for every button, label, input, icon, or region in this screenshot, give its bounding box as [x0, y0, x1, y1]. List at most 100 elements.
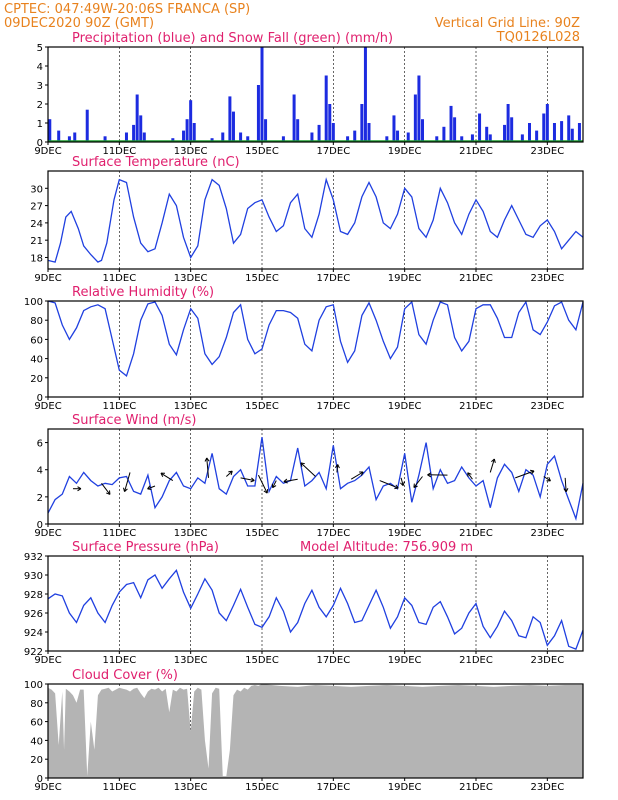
y-tick-label: 2	[37, 100, 43, 111]
x-tick-label: 13DEC	[174, 401, 208, 412]
x-tick-label: 21DEC	[459, 401, 493, 412]
y-tick-label: 18	[30, 253, 43, 264]
precip-bar	[85, 109, 89, 142]
panel-title: Surface Wind (m/s)	[72, 413, 196, 428]
x-tick-label: 11DEC	[102, 401, 136, 412]
precip-bar	[228, 96, 232, 142]
precip-bar	[567, 115, 571, 142]
precip-bar	[142, 132, 146, 142]
x-tick-label: 9DEC	[34, 655, 61, 666]
y-tick-label: 0	[37, 138, 43, 149]
x-tick-label: 17DEC	[316, 528, 350, 539]
wind-arrow-head	[427, 472, 432, 478]
precip-bar	[560, 121, 564, 142]
precip-bar	[281, 136, 285, 142]
panel-rh: 0 20 40 60 80 100 9DEC 11DEC 13DEC 15DEC 17DEC 19DE…	[24, 285, 584, 412]
wind-arrow-head	[563, 488, 569, 493]
y-tick-label: 100	[24, 680, 43, 691]
y-tick-label: 922	[24, 647, 43, 658]
x-tick-label: 15DEC	[245, 782, 279, 793]
x-tick-label: 13DEC	[174, 782, 208, 793]
x-tick-label: 21DEC	[459, 782, 493, 793]
y-tick-label: 5	[37, 43, 43, 54]
panel-frame	[47, 300, 584, 398]
precip-bar	[488, 134, 492, 142]
x-tick-label: 23DEC	[530, 273, 564, 284]
wind-arrow	[379, 480, 399, 489]
precip-bar	[503, 124, 507, 142]
precip-bar	[363, 47, 367, 142]
precip-bar	[103, 136, 107, 142]
precip-bar	[478, 113, 482, 142]
panel-title: Cloud Cover (%)	[72, 668, 178, 683]
y-tick-label: 1	[37, 119, 43, 130]
x-tick-label: 11DEC	[102, 655, 136, 666]
x-tick-label: 23DEC	[530, 528, 564, 539]
panel-wind: 0 2 4 6 9DEC 11DEC 13DEC 15DEC 17DEC 19DEC 21DEC 23…	[34, 413, 584, 539]
precip-bar	[324, 75, 328, 142]
wind-arrow-head	[394, 484, 399, 490]
precip-bar	[460, 136, 464, 142]
wind-arrow-head	[467, 472, 472, 477]
precip-bar	[124, 132, 128, 142]
y-tick-label: 30	[30, 184, 43, 195]
x-tick-label: 21DEC	[459, 146, 493, 157]
x-tick-label: 11DEC	[102, 528, 136, 539]
panel-cloud: 0 20 40 60 80 100 9DEC 11DEC 13DEC 15DEC 17DEC 19DE…	[24, 668, 584, 793]
precip-bar	[421, 119, 424, 142]
precip-bar	[231, 111, 235, 142]
precip-bar	[577, 123, 581, 142]
wind-arrow-head	[147, 485, 152, 491]
precip-bar	[413, 94, 417, 142]
x-tick-label: 15DEC	[245, 655, 279, 666]
precip-bar	[367, 123, 371, 142]
precip-bar	[545, 104, 549, 142]
panel-frame	[47, 46, 584, 143]
x-tick-label: 21DEC	[459, 528, 493, 539]
precip-bar	[417, 75, 421, 142]
wind-arrow-head	[106, 490, 111, 495]
series-line-pres	[47, 568, 584, 650]
wind-arrow	[350, 471, 364, 480]
wind-arrow-head	[300, 462, 305, 467]
x-tick-label: 13DEC	[174, 655, 208, 666]
panel-title: Surface Pressure (hPa)	[72, 540, 219, 555]
precip-bar	[246, 136, 250, 142]
precip-bar	[435, 136, 439, 142]
x-tick-label: 17DEC	[316, 655, 350, 666]
wind-arrow-head	[160, 472, 165, 477]
y-tick-label: 4	[37, 466, 43, 477]
wind-arrow-head	[546, 477, 551, 482]
series-line-temp	[47, 177, 584, 263]
precip-bar	[260, 47, 264, 142]
y-tick-label: 4	[37, 62, 43, 73]
y-tick-label: 0	[37, 774, 43, 785]
panel-title: Precipitation (blue) and Snow Fall (gree…	[72, 31, 393, 46]
precip-bar	[453, 117, 457, 142]
precip-bar	[135, 94, 139, 142]
y-tick-label: 60	[30, 718, 43, 729]
panel-frame	[47, 170, 584, 270]
x-tick-label: 19DEC	[388, 146, 422, 157]
y-tick-label: 24	[30, 219, 43, 230]
y-tick-label: 20	[30, 374, 43, 385]
precip-bar	[392, 115, 396, 142]
wind-arrow	[160, 472, 174, 481]
x-tick-label: 23DEC	[530, 655, 564, 666]
header-station: CPTEC: 047:49W-20:06S FRANCA (SP)	[4, 2, 250, 17]
wind-arrow-head	[283, 478, 288, 484]
wind-arrow-head	[271, 483, 277, 489]
x-tick-label: 15DEC	[245, 401, 279, 412]
y-tick-label: 20	[30, 755, 43, 766]
panel-title: Relative Humidity (%)	[72, 285, 214, 300]
precip-bar	[296, 119, 300, 142]
y-tick-label: 926	[24, 609, 43, 620]
wind-arrow-head	[204, 457, 210, 462]
series-line-rh	[47, 300, 584, 377]
wind-arrow-head	[123, 487, 128, 493]
precip-bar	[256, 85, 260, 142]
wind-arrow	[413, 476, 423, 488]
precip-bar	[346, 136, 350, 142]
wind-arrow	[101, 482, 111, 495]
x-tick-label: 17DEC	[316, 146, 350, 157]
